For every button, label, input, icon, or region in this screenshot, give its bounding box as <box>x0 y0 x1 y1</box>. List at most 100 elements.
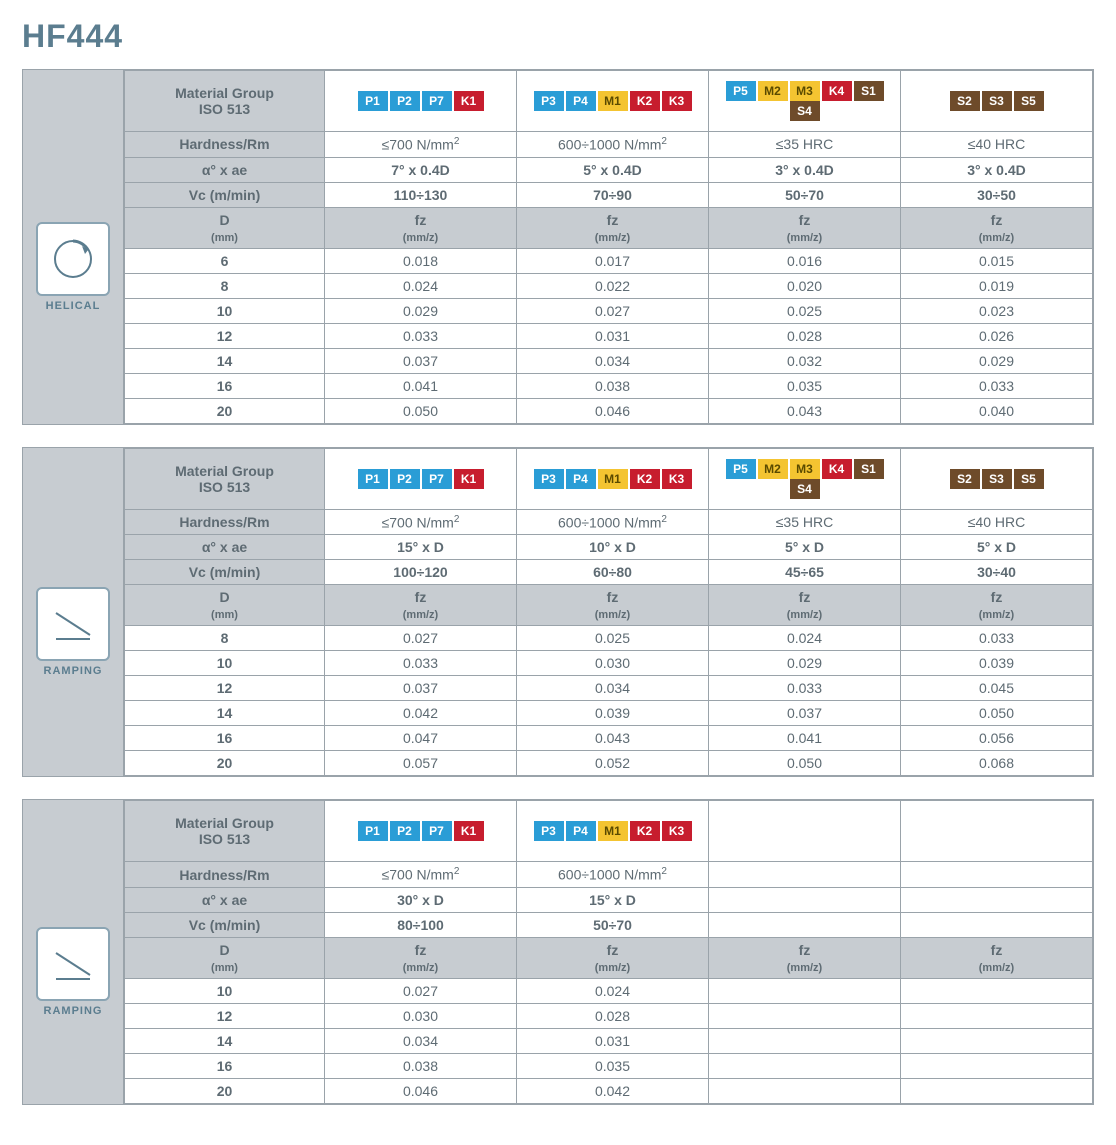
fz-value: 0.040 <box>901 398 1093 423</box>
fz-value <box>901 978 1093 1003</box>
fz-value: 0.042 <box>517 1078 709 1103</box>
d-value: 14 <box>125 1028 325 1053</box>
d-value: 10 <box>125 298 325 323</box>
material-tag: P2 <box>390 821 420 841</box>
fz-value: 0.035 <box>709 373 901 398</box>
material-tag: S1 <box>854 81 884 101</box>
operation-label: HELICAL <box>46 300 101 312</box>
fz-value: 0.057 <box>325 751 517 776</box>
fz-value: 0.050 <box>901 701 1093 726</box>
fz-value: 0.033 <box>325 651 517 676</box>
table-row: 100.0330.0300.0290.039 <box>125 651 1093 676</box>
fz-value: 0.042 <box>325 701 517 726</box>
table-row: 140.0340.031 <box>125 1028 1093 1053</box>
material-tag: K4 <box>822 81 852 101</box>
material-tag: P1 <box>358 91 388 111</box>
material-tags-cell <box>901 801 1093 862</box>
fz-value: 0.047 <box>325 726 517 751</box>
material-group-header: Material GroupISO 513 <box>125 71 325 132</box>
ramping-icon <box>36 927 110 1001</box>
d-header: D(mm) <box>125 937 325 978</box>
fz-value: 0.025 <box>709 298 901 323</box>
fz-value: 0.035 <box>517 1053 709 1078</box>
table-row: 160.0380.035 <box>125 1053 1093 1078</box>
fz-value: 0.029 <box>901 348 1093 373</box>
table-row: 120.0300.028 <box>125 1003 1093 1028</box>
material-tag: M1 <box>598 469 628 489</box>
fz-value: 0.027 <box>325 626 517 651</box>
d-value: 10 <box>125 978 325 1003</box>
fz-value: 0.052 <box>517 751 709 776</box>
fz-value <box>709 978 901 1003</box>
material-tag: S5 <box>1014 91 1044 111</box>
material-tag: S3 <box>982 91 1012 111</box>
material-group-header: Material GroupISO 513 <box>125 801 325 862</box>
vc-value: 80÷100 <box>325 912 517 937</box>
alpha-value: 30° x D <box>325 887 517 912</box>
material-tag: K3 <box>662 821 692 841</box>
material-tag: K3 <box>662 469 692 489</box>
alpha-value: 5° x D <box>901 535 1093 560</box>
fz-value: 0.022 <box>517 273 709 298</box>
fz-value: 0.037 <box>325 348 517 373</box>
d-value: 20 <box>125 751 325 776</box>
hardness-value: ≤700 N/mm2 <box>325 509 517 535</box>
fz-value: 0.041 <box>709 726 901 751</box>
fz-header: fz(mm/z) <box>517 207 709 248</box>
fz-header: fz(mm/z) <box>325 937 517 978</box>
fz-value: 0.028 <box>517 1003 709 1028</box>
material-tag: P2 <box>390 91 420 111</box>
fz-value: 0.028 <box>709 323 901 348</box>
fz-value: 0.032 <box>709 348 901 373</box>
alpha-value: 3° x 0.4D <box>901 157 1093 182</box>
material-tags-cell: P3P4M1K2K3 <box>517 801 709 862</box>
alpha-value: 3° x 0.4D <box>709 157 901 182</box>
fz-header: fz(mm/z) <box>517 585 709 626</box>
vc-value: 110÷130 <box>325 182 517 207</box>
vc-value: 60÷80 <box>517 560 709 585</box>
material-tag: M1 <box>598 91 628 111</box>
fz-value: 0.039 <box>901 651 1093 676</box>
alpha-value: 5° x 0.4D <box>517 157 709 182</box>
operation-label: RAMPING <box>44 665 103 677</box>
material-tags-cell: P5M2M3K4S1S4 <box>709 71 901 132</box>
fz-value: 0.033 <box>325 323 517 348</box>
d-value: 16 <box>125 1053 325 1078</box>
fz-value: 0.027 <box>325 978 517 1003</box>
material-tags-cell: P1P2P7K1 <box>325 71 517 132</box>
hardness-header: Hardness/Rm <box>125 862 325 888</box>
fz-header: fz(mm/z) <box>517 937 709 978</box>
fz-header: fz(mm/z) <box>325 585 517 626</box>
table-row: 140.0420.0390.0370.050 <box>125 701 1093 726</box>
material-tag: P4 <box>566 91 596 111</box>
material-tags-cell: P3P4M1K2K3 <box>517 448 709 509</box>
material-tag: P3 <box>534 469 564 489</box>
fz-value: 0.038 <box>325 1053 517 1078</box>
material-group-header: Material GroupISO 513 <box>125 448 325 509</box>
material-tag: S5 <box>1014 469 1044 489</box>
fz-value: 0.026 <box>901 323 1093 348</box>
material-tag: K1 <box>454 469 484 489</box>
material-tag: P1 <box>358 821 388 841</box>
fz-value: 0.020 <box>709 273 901 298</box>
fz-value: 0.024 <box>517 978 709 1003</box>
fz-value <box>901 1028 1093 1053</box>
vc-value <box>709 912 901 937</box>
vc-value: 50÷70 <box>709 182 901 207</box>
fz-header: fz(mm/z) <box>325 207 517 248</box>
fz-value <box>901 1078 1093 1103</box>
cutting-data-table: Material GroupISO 513P1P2P7K1P3P4M1K2K3H… <box>124 800 1093 1104</box>
material-tag: P7 <box>422 469 452 489</box>
table-row: 120.0330.0310.0280.026 <box>125 323 1093 348</box>
material-tags-cell: P3P4M1K2K3 <box>517 71 709 132</box>
fz-value: 0.025 <box>517 626 709 651</box>
fz-value: 0.031 <box>517 323 709 348</box>
material-tag: M3 <box>790 459 820 479</box>
fz-value: 0.038 <box>517 373 709 398</box>
alpha-value <box>709 887 901 912</box>
material-tag: P3 <box>534 821 564 841</box>
fz-value <box>901 1003 1093 1028</box>
hardness-value: ≤700 N/mm2 <box>325 132 517 158</box>
fz-value: 0.018 <box>325 248 517 273</box>
fz-value: 0.031 <box>517 1028 709 1053</box>
